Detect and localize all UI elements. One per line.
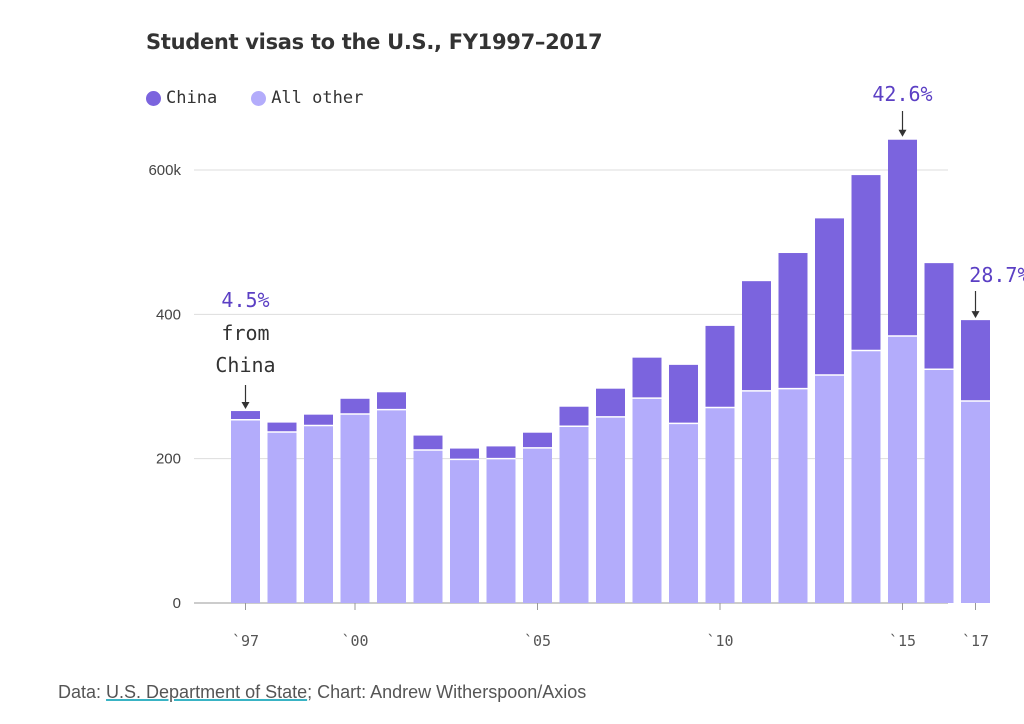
bar-all-other	[961, 400, 990, 603]
y-tick-label: 200	[156, 451, 181, 468]
bar-china	[413, 435, 443, 451]
bar-all-other	[669, 423, 698, 603]
bar-all-other	[523, 447, 552, 603]
bar-china	[450, 448, 479, 460]
bar-all-other	[486, 458, 516, 603]
bar-all-other	[377, 409, 406, 603]
chart-legend: China All other	[146, 86, 397, 110]
bar-china	[596, 388, 625, 417]
bar-all-other	[632, 398, 662, 603]
legend-label-all-other: All other	[271, 88, 364, 108]
bar-all-other	[888, 336, 917, 603]
bar-all-other	[924, 369, 954, 603]
bar-all-other	[340, 413, 370, 603]
bar-china	[961, 320, 990, 401]
bar-china	[778, 253, 808, 389]
x-tick-label: `97	[232, 632, 259, 650]
footer-prefix: Data:	[58, 682, 107, 702]
bar-china	[669, 364, 698, 424]
legend-swatch-all-other	[251, 90, 267, 106]
y-tick-label: 400	[156, 306, 181, 323]
bar-china	[559, 406, 589, 427]
x-tick-label: `17	[962, 632, 989, 650]
chart-title: Student visas to the U.S., FY1997–2017	[146, 30, 603, 54]
bar-all-other	[815, 374, 844, 603]
legend-swatch-china	[146, 90, 161, 106]
legend-item-all-other: All other	[251, 88, 363, 108]
bar-all-other	[304, 425, 333, 603]
legend-item-china: China	[146, 88, 217, 108]
annotation-label: 28.7%	[969, 263, 1024, 287]
bar-all-other	[559, 426, 589, 603]
bar-china	[377, 392, 406, 410]
annotation-arrowhead	[241, 402, 250, 410]
bar-china	[632, 357, 662, 399]
bar-china	[267, 422, 297, 432]
x-tick-label: `00	[341, 632, 368, 650]
bar-china	[304, 414, 333, 426]
annotation-label: China	[215, 353, 275, 377]
x-tick-label: `10	[706, 632, 733, 650]
bar-all-other	[851, 350, 881, 603]
bar-all-other	[450, 459, 479, 603]
bar-china	[851, 175, 881, 351]
bar-all-other	[267, 431, 297, 603]
annotation-label: from	[221, 321, 269, 345]
legend-label-china: China	[166, 88, 218, 108]
footer-suffix: ; Chart: Andrew Witherspoon/Axios	[307, 682, 587, 702]
x-tick-label: `05	[524, 632, 551, 650]
bar-china	[888, 139, 917, 337]
annotation-arrowhead	[898, 129, 907, 137]
x-tick-label: `15	[889, 632, 916, 650]
source-link[interactable]: U.S. Department of State	[106, 682, 308, 702]
y-tick-label: 0	[173, 595, 181, 612]
bar-china	[486, 446, 516, 459]
bar-china	[523, 432, 552, 448]
bar-china	[340, 398, 370, 414]
y-tick-label: 600k	[148, 162, 181, 179]
bar-chart: 0 200 400 600k `97 `00 `05 `10 `15 `17 4.5% from Chi…	[148, 82, 1024, 650]
annotation-label: 4.5%	[221, 288, 269, 312]
bar-all-other	[742, 390, 771, 603]
bar-all-other	[778, 388, 808, 603]
bar-china	[815, 218, 844, 375]
chart-footer: Data: U.S. Department of State; Chart: A…	[58, 682, 586, 703]
bar-china	[705, 325, 735, 408]
bar-all-other	[413, 450, 443, 603]
annotation-label: 42.6%	[872, 82, 932, 106]
bar-all-other	[705, 407, 735, 603]
annotation-arrowhead	[971, 311, 980, 319]
bar-china	[924, 263, 954, 370]
bar-all-other	[596, 416, 625, 603]
bar-china	[742, 281, 771, 391]
bar-all-other	[231, 419, 260, 603]
bar-china	[231, 411, 260, 420]
